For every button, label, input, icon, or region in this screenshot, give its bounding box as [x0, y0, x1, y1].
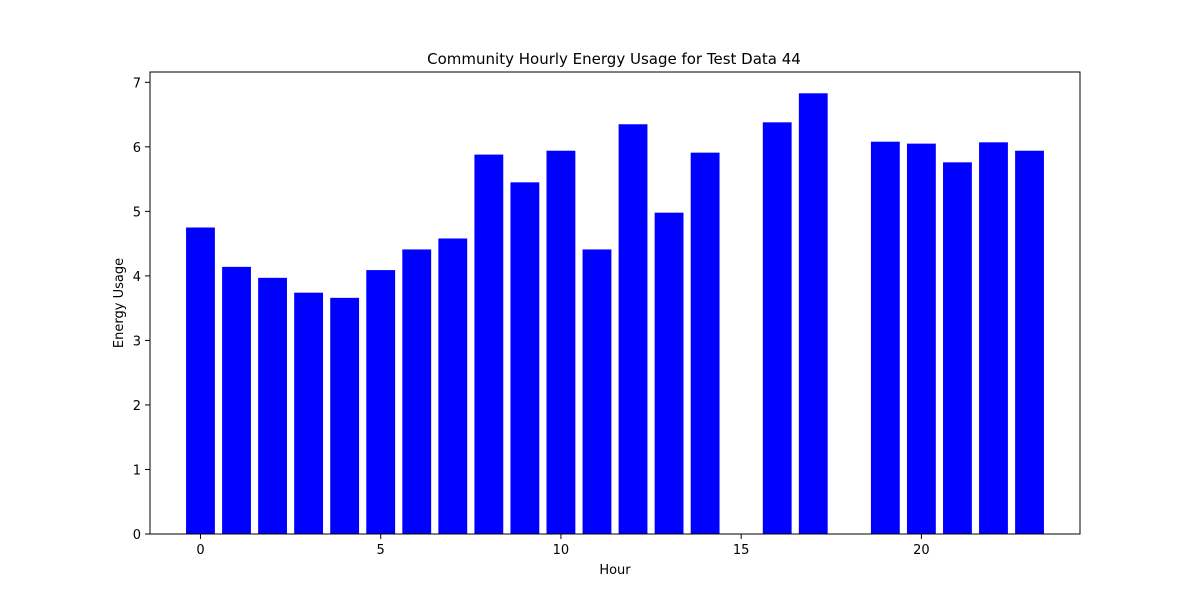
y-tick-label: 4 [133, 270, 141, 285]
y-tick-label: 7 [133, 76, 141, 91]
chart-title: Community Hourly Energy Usage for Test D… [427, 50, 801, 68]
x-tick-label: 5 [377, 543, 385, 558]
y-tick-label: 6 [133, 141, 141, 156]
bar-hour-3 [294, 292, 324, 534]
plot-frame [149, 71, 1081, 535]
bar-hour-11 [582, 249, 612, 534]
bar-hour-19 [870, 141, 900, 535]
bar-hour-21 [943, 162, 972, 534]
bar-hour-14 [690, 152, 720, 534]
x-axis-ticks: 0 5 10 15 20 [196, 534, 930, 558]
bar-hour-9 [510, 182, 540, 534]
y-tick-label: 3 [133, 334, 141, 349]
bar-hour-20 [906, 143, 936, 534]
bar-hour-8 [474, 154, 504, 535]
bar-hour-1 [222, 266, 251, 534]
x-axis-label: Hour [599, 563, 631, 578]
bar-hour-6 [402, 249, 432, 534]
bar-hour-13 [654, 212, 684, 535]
x-tick-label: 15 [733, 543, 750, 558]
y-tick-label: 0 [133, 528, 141, 543]
bar-hour-10 [546, 150, 576, 534]
y-tick-label: 2 [133, 399, 141, 414]
bar-hour-4 [330, 297, 360, 534]
y-axis-ticks: 0 1 2 3 4 5 6 7 [133, 76, 150, 543]
bar-hour-5 [366, 270, 396, 534]
bar-hour-17 [798, 93, 828, 534]
bar-hour-7 [438, 238, 468, 534]
y-axis-label: Energy Usage [112, 258, 127, 348]
bar-hour-12 [618, 124, 648, 534]
bar-hour-0 [186, 227, 215, 534]
bars-group [186, 93, 1044, 535]
bar-hour-23 [1015, 150, 1044, 534]
bar-hour-2 [258, 277, 287, 534]
x-tick-label: 10 [553, 543, 570, 558]
x-tick-label: 20 [913, 543, 930, 558]
y-tick-label: 1 [133, 463, 141, 478]
bar-hour-16 [762, 122, 792, 535]
y-tick-label: 5 [133, 205, 141, 220]
bar-hour-22 [979, 142, 1008, 534]
x-tick-label: 0 [196, 543, 204, 558]
